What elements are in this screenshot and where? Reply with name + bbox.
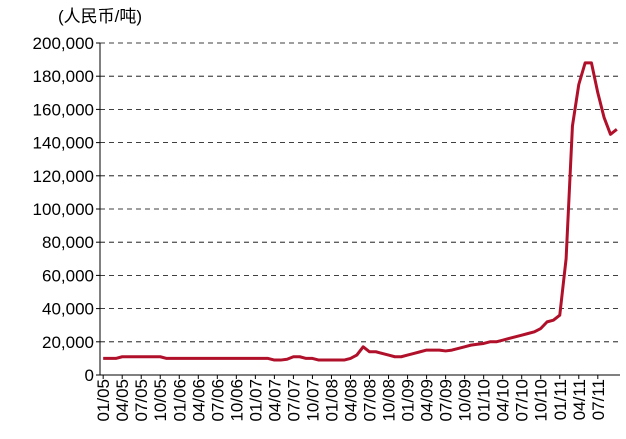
y-tick-label: 100,000	[33, 200, 94, 219]
x-tick-label: 10/09	[456, 379, 475, 422]
x-tick-label: 10/06	[227, 379, 246, 422]
x-tick-label: 07/07	[284, 379, 303, 422]
x-tick-label: 07/11	[589, 379, 608, 420]
x-tick-label: 01/09	[399, 379, 418, 422]
y-tick-label: 120,000	[33, 167, 94, 186]
y-tick-label: 40,000	[42, 300, 94, 319]
x-tick-label: 01/07	[246, 379, 265, 422]
x-tick-label: 01/05	[94, 379, 113, 422]
x-tick-label: 07/05	[132, 379, 151, 422]
y-axis-label: (人民币/吨)	[58, 7, 142, 26]
y-tick-label: 60,000	[42, 266, 94, 285]
y-tick-label: 180,000	[33, 67, 94, 86]
y-tick-label: 80,000	[42, 233, 94, 252]
x-tick-label: 04/07	[265, 379, 284, 422]
x-tick-label: 04/09	[418, 379, 437, 422]
y-tick-label: 160,000	[33, 100, 94, 119]
x-tick-label: 07/10	[513, 379, 532, 422]
line-series	[103, 61, 618, 362]
x-tick-label: 10/10	[532, 379, 551, 422]
x-tick-label: 01/08	[322, 379, 341, 422]
y-tick-label: 20,000	[42, 333, 94, 352]
x-tick-label: 01/10	[475, 379, 494, 422]
y-tick-label: 0	[85, 366, 94, 385]
x-tick-label: 04/11	[570, 379, 589, 420]
x-tick-label: 10/08	[380, 379, 399, 422]
x-tick-label: 01/06	[170, 379, 189, 422]
x-tick-label: 01/11	[551, 379, 570, 420]
x-tick-label: 04/10	[494, 379, 513, 422]
x-tick-label: 04/08	[341, 379, 360, 422]
x-tick-label: 07/06	[208, 379, 227, 422]
y-tick-label: 200,000	[33, 34, 94, 53]
y-tick-label: 140,000	[33, 134, 94, 153]
x-tick-label: 07/09	[437, 379, 456, 422]
x-tick-label: 04/06	[189, 379, 208, 422]
x-tick-label: 07/08	[361, 379, 380, 422]
x-tick-label: 10/07	[303, 379, 322, 422]
x-tick-label: 10/05	[151, 379, 170, 422]
x-tick-label: 04/05	[113, 379, 132, 422]
